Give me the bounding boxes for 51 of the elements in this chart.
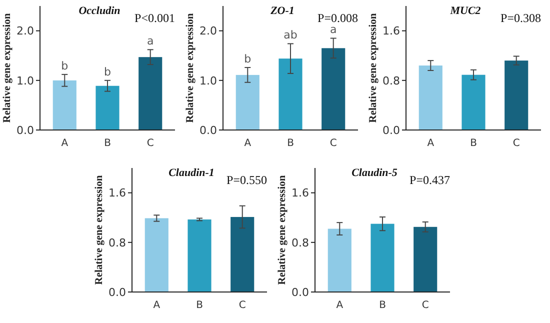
x-tick-label: A xyxy=(336,300,344,311)
x-tick-label: C xyxy=(146,138,154,149)
y-tick-label: 0.8 xyxy=(108,236,126,250)
y-tick-label: 2.0 xyxy=(200,24,217,38)
y-tick-label: 1.6 xyxy=(108,186,126,200)
x-tick-label: B xyxy=(470,138,478,149)
x-tick-label: B xyxy=(196,300,204,311)
y-axis-title: Relative gene expression xyxy=(368,13,379,123)
y-axis-title: Relative gene expression xyxy=(2,13,13,123)
x-tick-label: C xyxy=(422,300,429,311)
annotation: P=0.437 xyxy=(410,173,450,187)
y-tick-label: 0.0 xyxy=(108,286,126,299)
x-tick-label: B xyxy=(379,300,386,311)
annotation: b xyxy=(244,52,252,66)
chart-title: Claudin-5 xyxy=(352,167,398,179)
y-tick-label: 0.0 xyxy=(200,124,217,137)
x-tick-label: A xyxy=(61,138,68,149)
annotation: P=0.308 xyxy=(500,11,541,25)
y-tick-label: 0.0 xyxy=(292,286,309,299)
chart-title: Claudin-1 xyxy=(168,167,214,179)
y-tick-label: 1.6 xyxy=(382,24,400,38)
annotation: b xyxy=(104,65,112,78)
x-tick-label: A xyxy=(244,138,252,149)
y-axis-title: Relative gene expression xyxy=(185,13,196,123)
y-tick-label: 2.0 xyxy=(16,24,34,38)
annotation: P=0.550 xyxy=(226,173,267,187)
x-tick-label: A xyxy=(427,138,434,149)
y-tick-label: 1.0 xyxy=(16,74,34,88)
annotation: P=0.008 xyxy=(318,11,358,25)
annotation: b xyxy=(61,59,68,72)
y-tick-label: 0.8 xyxy=(382,74,400,88)
annotation: P<0.001 xyxy=(134,11,175,25)
y-tick-label: 0.0 xyxy=(16,124,34,137)
y-tick-label: 1.0 xyxy=(200,74,217,88)
y-tick-label: 1.6 xyxy=(292,186,309,200)
annotation: a xyxy=(330,23,337,36)
x-tick-label: A xyxy=(153,300,160,311)
x-tick-label: C xyxy=(238,300,246,311)
x-tick-label: B xyxy=(104,138,112,149)
annotation: a xyxy=(146,34,154,48)
chart-title: Occludin xyxy=(78,5,120,17)
x-tick-label: C xyxy=(330,138,337,149)
annotation: ab xyxy=(284,28,298,42)
y-tick-label: 0.8 xyxy=(292,236,309,250)
y-axis-title: Relative gene expression xyxy=(94,175,105,285)
y-axis-title: Relative gene expression xyxy=(277,175,288,285)
chart-title: ZO-1 xyxy=(270,5,294,17)
x-tick-label: B xyxy=(287,138,294,149)
y-tick-label: 0.0 xyxy=(382,124,400,137)
x-tick-label: C xyxy=(512,138,520,149)
chart-title: MUC2 xyxy=(449,5,482,17)
